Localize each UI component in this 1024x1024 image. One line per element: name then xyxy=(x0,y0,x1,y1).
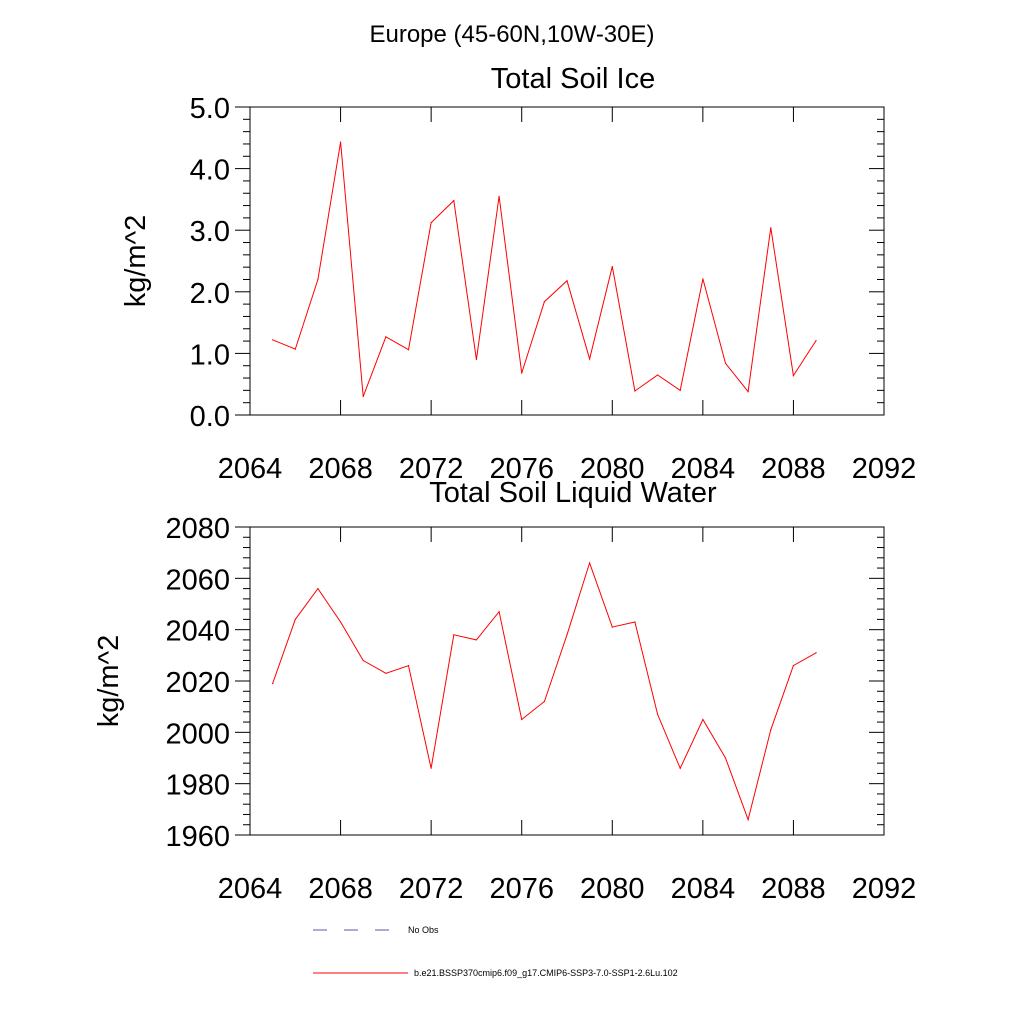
data-point xyxy=(543,301,545,303)
data-point xyxy=(656,713,659,715)
plot-frame xyxy=(249,106,885,416)
x-tick-label: 2064 xyxy=(218,453,283,485)
plot-frame xyxy=(249,526,885,836)
data-point xyxy=(770,227,772,229)
data-point xyxy=(679,389,681,391)
y-tick-label: 5.0 xyxy=(190,93,230,125)
data-point xyxy=(770,729,772,731)
series-line xyxy=(272,142,817,397)
data-point xyxy=(317,278,319,281)
data-point xyxy=(294,618,296,621)
y-tick-label: 0.0 xyxy=(190,401,230,433)
legend-label-no-obs: No Obs xyxy=(408,925,439,935)
data-point xyxy=(294,348,296,350)
x-tick-label: 2084 xyxy=(671,873,736,905)
series-line xyxy=(272,561,817,822)
data-point xyxy=(339,141,342,143)
data-point xyxy=(430,222,432,224)
data-point xyxy=(702,278,704,280)
y-tick-label: 2080 xyxy=(165,513,230,545)
data-point xyxy=(747,819,749,821)
y-tick-label: 4.0 xyxy=(190,155,230,187)
x-tick-label: 2080 xyxy=(580,453,645,485)
y-tick-label: 3.0 xyxy=(190,216,230,248)
figure-title: Europe (45-60N,10W-30E) xyxy=(369,21,654,48)
x-tick-label: 2064 xyxy=(218,873,283,905)
x-tick-label: 2068 xyxy=(308,873,373,905)
x-tick-label: 2068 xyxy=(308,453,373,485)
chart-title: Total Soil Ice xyxy=(491,63,655,95)
y-tick-label: 2.0 xyxy=(190,278,230,310)
data-point xyxy=(453,634,455,636)
data-point xyxy=(747,390,749,393)
data-point xyxy=(339,621,342,623)
data-point xyxy=(385,336,387,338)
data-point xyxy=(702,718,704,721)
x-tick-label: 2092 xyxy=(852,453,917,485)
data-point xyxy=(634,621,636,623)
chart-2: Total Soil Liquid Water 2064 2068 2072 2076 2… xyxy=(93,477,916,905)
data-point xyxy=(498,611,500,613)
y-tick-label: 2060 xyxy=(165,564,230,596)
data-point xyxy=(407,665,410,667)
chart-1: Total Soil Ice 2064 2068 2072 2076 2080 2084 20… xyxy=(120,63,916,485)
data-point xyxy=(430,767,432,769)
x-tick-label: 2088 xyxy=(761,453,826,485)
data-point xyxy=(792,665,795,667)
data-point xyxy=(272,339,274,341)
data-point xyxy=(566,280,568,282)
data-point xyxy=(611,626,613,628)
data-point xyxy=(792,374,795,377)
data-point xyxy=(724,757,727,759)
x-tick-label: 2092 xyxy=(852,873,917,905)
y-tick-label: 1960 xyxy=(165,821,230,853)
legend-entry-no-obs: No Obs xyxy=(313,925,439,935)
data-point xyxy=(521,372,523,374)
data-point xyxy=(589,562,591,564)
data-point xyxy=(498,195,500,197)
x-tick-label: 2076 xyxy=(489,873,554,905)
data-point xyxy=(475,358,478,361)
data-point xyxy=(611,265,613,268)
data-point xyxy=(453,200,455,202)
x-tick-label: 2080 xyxy=(580,873,645,905)
y-tick-label: 1980 xyxy=(165,770,230,802)
data-point xyxy=(385,672,387,674)
data-point xyxy=(407,349,410,351)
y-tick-label: 2040 xyxy=(165,616,230,648)
y-tick-label: 2000 xyxy=(165,718,230,750)
plots-container: Total Soil Ice 2064 2068 2072 2076 2080 2084 20… xyxy=(93,63,916,905)
x-tick-label: 2088 xyxy=(761,873,826,905)
legend-entry-model: b.e21.BSSP370cmip6.f09_g17.CMIP6-SSP3-7.… xyxy=(313,968,678,978)
data-point xyxy=(521,718,523,721)
data-point xyxy=(815,339,817,342)
data-point xyxy=(475,639,478,641)
x-tick-label: 2072 xyxy=(399,453,464,485)
data-point xyxy=(272,682,274,685)
data-point xyxy=(634,390,636,392)
data-point xyxy=(679,767,681,769)
data-point xyxy=(362,659,364,662)
x-tick-label: 2084 xyxy=(671,453,736,485)
y-tick-label: 1.0 xyxy=(190,339,230,371)
y-tick-label: 2020 xyxy=(165,667,230,699)
legend-label-model: b.e21.BSSP370cmip6.f09_g17.CMIP6-SSP3-7.… xyxy=(414,968,678,978)
data-point xyxy=(317,588,319,590)
legend: No Obs b.e21.BSSP370cmip6.f09_g17.CMIP6-… xyxy=(313,925,678,978)
x-tick-label: 2076 xyxy=(489,453,554,485)
data-point xyxy=(815,652,817,654)
data-point xyxy=(543,700,545,703)
data-point xyxy=(362,395,364,398)
y-axis-label: kg/m^2 xyxy=(120,215,152,308)
data-point xyxy=(656,374,659,376)
x-tick-label: 2072 xyxy=(399,873,464,905)
data-point xyxy=(724,362,727,364)
y-axis-label: kg/m^2 xyxy=(93,635,125,728)
data-point xyxy=(589,358,591,360)
data-point xyxy=(566,634,568,636)
chart-title: Total Soil Liquid Water xyxy=(429,477,717,509)
